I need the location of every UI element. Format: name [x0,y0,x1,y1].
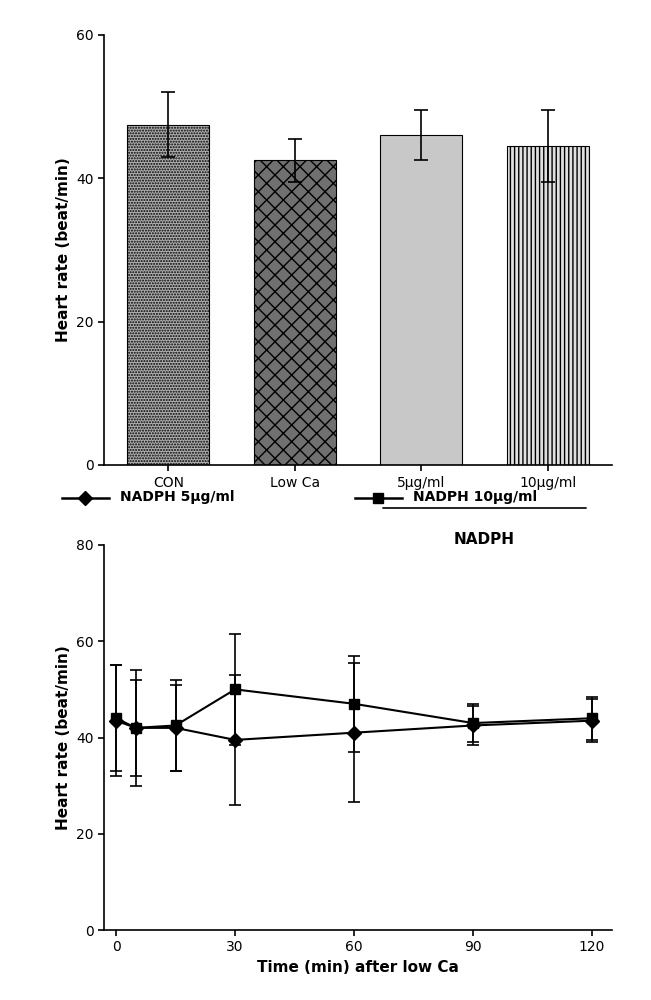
Bar [127,125,210,465]
Bar [506,146,589,465]
Bar [380,135,462,465]
Y-axis label: Heart rate (beat/min): Heart rate (beat/min) [55,158,70,342]
Bar [254,160,336,465]
Text: NADPH: NADPH [454,532,515,547]
X-axis label: Time (min) after low Ca: Time (min) after low Ca [257,960,459,975]
Text: NADPH 10μg/ml: NADPH 10μg/ml [413,490,538,504]
Text: NADPH 5μg/ml: NADPH 5μg/ml [120,490,235,504]
Y-axis label: Heart rate (beat/min): Heart rate (beat/min) [55,645,70,830]
